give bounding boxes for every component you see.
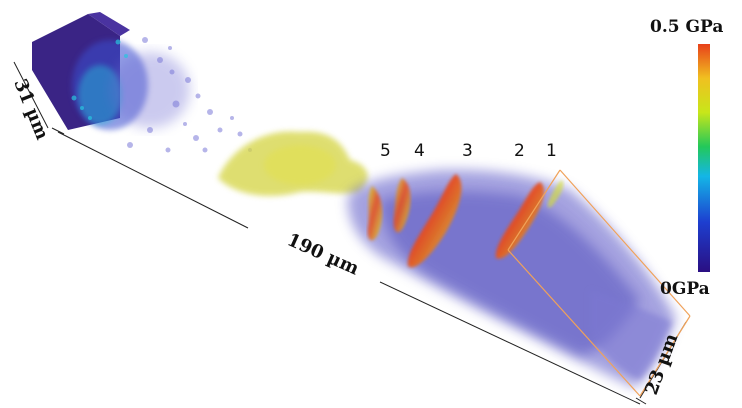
band-4 xyxy=(393,178,411,233)
band-5 xyxy=(367,186,383,241)
band-1 xyxy=(547,180,564,208)
slice-number-4: 4 xyxy=(414,141,425,161)
yellow-stress-cloud xyxy=(218,131,368,196)
slice-number-5: 5 xyxy=(380,141,391,161)
band-2 xyxy=(495,182,545,259)
slice-number-1: 1 xyxy=(546,141,557,161)
colorbar-min-label: 0GPa xyxy=(660,279,710,299)
colorbar-max-label: 0.5 GPa xyxy=(650,17,723,37)
hot-bands xyxy=(367,174,564,268)
slice-numbers: 5 4 3 2 1 xyxy=(380,141,557,161)
bounding-box xyxy=(507,169,691,397)
colorbar-gradient xyxy=(698,44,710,272)
label-190um: 190 µm xyxy=(284,229,362,279)
slice-number-3: 3 xyxy=(462,141,473,161)
band-3 xyxy=(407,174,462,268)
particle-cloud xyxy=(71,37,252,153)
slice-number-2: 2 xyxy=(514,141,525,161)
colorbar: 0.5 GPa 0GPa xyxy=(650,17,723,299)
